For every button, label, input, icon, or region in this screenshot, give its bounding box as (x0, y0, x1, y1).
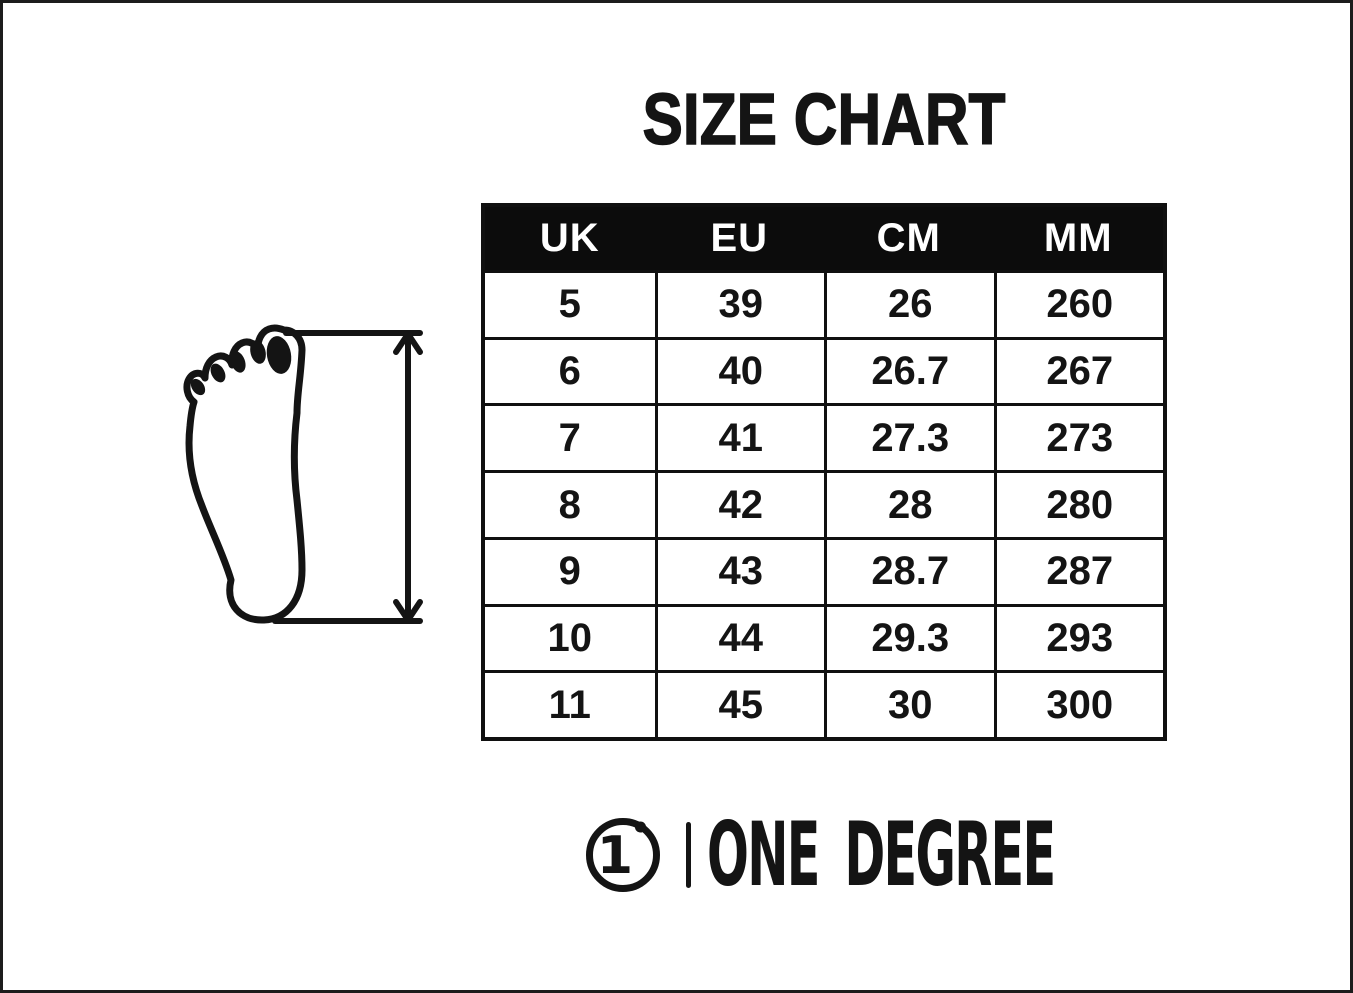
foot-outline (183, 324, 306, 624)
cell-eu: 43 (654, 539, 825, 604)
table-row: 5 39 26 260 (485, 270, 1163, 337)
foot-measurement-icon (183, 324, 423, 624)
cell-cm: 28.7 (824, 539, 994, 604)
column-header-mm: MM (1043, 216, 1113, 260)
cell-eu: 44 (654, 606, 825, 671)
toe (250, 340, 266, 364)
cell-uk: 5 (558, 282, 581, 327)
cell-mm: 287 (993, 539, 1164, 604)
length-measurement-arrow-icon (272, 330, 423, 624)
cell-cm: 30 (824, 673, 994, 738)
degree-symbol: ° (632, 816, 649, 856)
logo-separator-bar (686, 822, 691, 888)
size-table: UK EU CM MM 5 39 26 260 6 40 26.7 267 7 … (481, 203, 1167, 741)
table-row: 11 45 30 300 (485, 670, 1164, 738)
cell-uk: 6 (558, 349, 581, 394)
page-title: SIZE CHART (642, 80, 1006, 160)
cell-eu: 41 (654, 406, 825, 471)
cell-cm: 28 (824, 473, 994, 537)
cell-cm: 26.7 (824, 339, 994, 404)
cell-eu: 39 (654, 273, 825, 337)
cell-eu: 42 (654, 473, 825, 537)
cell-uk: 11 (548, 682, 591, 727)
column-header-eu: EU (710, 216, 769, 260)
column-header-cm: CM (876, 216, 941, 260)
table-row: 9 43 28.7 287 (485, 536, 1164, 604)
one-degree-logo-icon: 1 ° (586, 818, 660, 892)
column-header-uk: UK (539, 216, 600, 260)
cell-mm: 267 (993, 339, 1164, 404)
cell-mm: 300 (993, 673, 1164, 738)
toe (190, 378, 206, 396)
cell-cm: 29.3 (824, 606, 994, 671)
cell-mm: 273 (993, 406, 1164, 471)
cell-mm: 280 (993, 473, 1164, 537)
cell-uk: 7 (558, 415, 581, 460)
cell-mm: 293 (993, 606, 1164, 671)
table-row: 7 41 27.3 273 (485, 403, 1164, 471)
cell-eu: 40 (654, 339, 825, 404)
size-table-header-row: UK EU CM MM (485, 207, 1163, 270)
brand-name: ONE DEGREE (707, 803, 1056, 906)
big-toe (266, 336, 292, 374)
cell-eu: 45 (654, 673, 825, 738)
table-row: 10 44 29.3 293 (485, 603, 1164, 671)
cell-cm: 26 (824, 273, 994, 337)
table-row: 8 42 28 280 (485, 470, 1163, 537)
toe (230, 351, 246, 373)
cell-uk: 10 (547, 615, 593, 660)
logo-digit: 1 (596, 825, 634, 886)
brand-logo: 1 ° ONE DEGREE (586, 811, 1328, 899)
cell-uk: 8 (558, 482, 581, 527)
toe (210, 363, 226, 383)
cell-cm: 27.3 (824, 406, 994, 471)
cell-uk: 9 (558, 549, 581, 594)
table-row: 6 40 26.7 267 (485, 336, 1164, 404)
cell-mm: 260 (993, 273, 1164, 337)
